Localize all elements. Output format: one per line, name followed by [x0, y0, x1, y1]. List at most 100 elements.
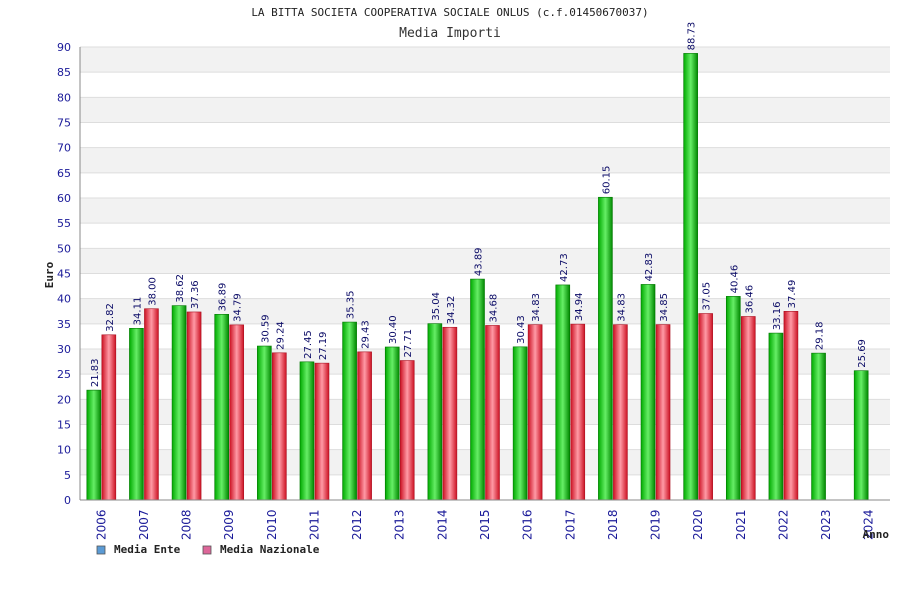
data-label: 35.35 [346, 290, 357, 319]
x-tick-label: 2023 [819, 509, 833, 540]
data-label: 36.89 [218, 283, 229, 312]
data-label: 42.73 [559, 253, 570, 282]
y-tick-label: 70 [57, 142, 71, 155]
grid-band [80, 172, 890, 198]
y-tick-label: 10 [57, 444, 71, 457]
data-label: 29.24 [275, 321, 286, 350]
data-label: 34.68 [489, 294, 500, 323]
x-tick-label: 2013 [393, 509, 407, 540]
data-label: 34.83 [531, 293, 542, 322]
grid-band [80, 399, 890, 425]
x-tick-label: 2020 [691, 509, 705, 540]
x-tick-label: 2024 [862, 509, 876, 540]
data-label: 30.43 [516, 315, 527, 344]
bar-media-nazionale [101, 334, 117, 501]
data-label: 60.15 [601, 166, 612, 195]
y-tick-label: 35 [57, 318, 71, 331]
data-label: 38.62 [175, 274, 186, 303]
data-label: 27.71 [403, 329, 414, 358]
legend: Media Ente Media Nazionale [96, 543, 320, 556]
x-tick-label: 2011 [307, 509, 321, 540]
bar-media-nazionale [144, 308, 159, 501]
y-tick-label: 50 [57, 242, 71, 255]
data-label: 35.04 [431, 292, 442, 321]
legend-swatch-media-ente [96, 545, 106, 555]
bar-media-ente [384, 346, 400, 501]
bar-media-nazionale [186, 311, 202, 501]
bar-media-nazionale [485, 325, 500, 501]
bar-media-ente [555, 284, 571, 501]
grid-band [80, 298, 890, 324]
bar-media-ente [427, 323, 443, 501]
grid-band [80, 374, 890, 400]
x-tick-label: 2022 [776, 509, 790, 540]
x-tick-label: 2014 [435, 509, 449, 540]
data-label: 37.05 [702, 282, 713, 311]
x-tick-label: 2015 [478, 509, 492, 540]
y-tick-label: 30 [57, 343, 71, 356]
data-label: 36.46 [744, 285, 755, 314]
bar-media-nazionale [613, 324, 628, 501]
bar-media-ente [214, 314, 230, 501]
bar-media-nazionale [570, 323, 586, 501]
data-label: 34.94 [574, 292, 585, 321]
bar-media-nazionale [698, 313, 713, 501]
x-tick-label: 2008 [180, 509, 194, 540]
x-tick-label: 2021 [734, 509, 748, 540]
y-tick-label: 90 [57, 41, 71, 54]
grid-band [80, 198, 890, 224]
data-label: 34.32 [446, 296, 457, 325]
x-tick-label: 2006 [94, 509, 108, 540]
data-label: 25.69 [857, 339, 868, 368]
y-tick-label: 25 [57, 368, 71, 381]
x-tick-label: 2016 [521, 509, 535, 540]
data-label: 37.49 [787, 280, 798, 309]
grid-band [80, 147, 890, 173]
data-label: 40.46 [729, 265, 740, 294]
bar-media-nazionale [527, 324, 543, 501]
bar-media-ente [811, 352, 826, 501]
data-label: 21.83 [90, 358, 101, 387]
bar-media-nazionale [272, 352, 287, 501]
y-tick-label: 15 [57, 419, 71, 432]
bar-media-nazionale [655, 324, 671, 501]
data-label: 34.79 [233, 293, 244, 322]
bar-media-ente [171, 305, 187, 501]
bar-media-ente [299, 361, 315, 501]
data-label: 34.85 [659, 293, 670, 322]
bar-media-ente [257, 345, 272, 501]
x-tick-label: 2012 [350, 509, 364, 540]
y-tick-label: 5 [64, 469, 71, 482]
y-tick-label: 75 [57, 117, 71, 130]
data-label: 38.00 [147, 277, 158, 306]
grid-band [80, 122, 890, 148]
y-axis: 0 5 10 15 20 25 30 35 40 45 50 55 60 65 70 75 80 85 90 [57, 41, 81, 507]
chart-subtitle: Media Importi [399, 26, 501, 41]
y-tick-label: 80 [57, 91, 71, 104]
y-tick-label: 45 [57, 268, 71, 281]
bar-media-ente [598, 196, 613, 501]
legend-label-media-nazionale: Media Nazionale [220, 543, 320, 556]
x-tick-label: 2019 [649, 509, 663, 540]
x-tick-label: 2010 [265, 509, 279, 540]
y-tick-label: 40 [57, 293, 71, 306]
data-label: 29.43 [361, 320, 372, 349]
bar-media-nazionale [740, 316, 756, 501]
bar-media-nazionale [399, 360, 415, 501]
bar-media-ente [342, 321, 357, 501]
bar-media-nazionale [442, 326, 458, 501]
bar-media-ente [129, 328, 144, 501]
bar-media-nazionale [314, 362, 330, 501]
data-label: 27.45 [303, 330, 314, 359]
bar-media-ente [725, 296, 741, 501]
data-label: 34.83 [616, 293, 627, 322]
data-label: 32.82 [105, 303, 116, 332]
y-tick-label: 55 [57, 217, 71, 230]
data-label: 30.40 [388, 315, 399, 344]
x-tick-label: 2017 [563, 509, 577, 540]
y-tick-label: 20 [57, 393, 71, 406]
grid-band [80, 349, 890, 375]
bar-media-nazionale [783, 311, 799, 501]
y-tick-label: 65 [57, 167, 71, 180]
